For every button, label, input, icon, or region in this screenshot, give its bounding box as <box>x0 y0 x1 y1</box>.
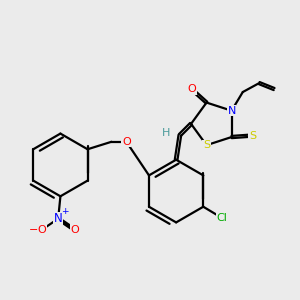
Text: −: − <box>29 225 38 235</box>
Text: S: S <box>249 130 256 140</box>
Text: O: O <box>38 225 46 235</box>
Text: O: O <box>70 225 79 235</box>
Text: Cl: Cl <box>217 213 227 223</box>
Text: +: + <box>61 207 69 216</box>
Text: H: H <box>162 128 171 138</box>
Text: O: O <box>122 137 131 147</box>
Text: S: S <box>203 140 210 150</box>
Text: N: N <box>54 212 63 225</box>
Text: N: N <box>227 106 236 116</box>
Text: O: O <box>187 84 196 94</box>
